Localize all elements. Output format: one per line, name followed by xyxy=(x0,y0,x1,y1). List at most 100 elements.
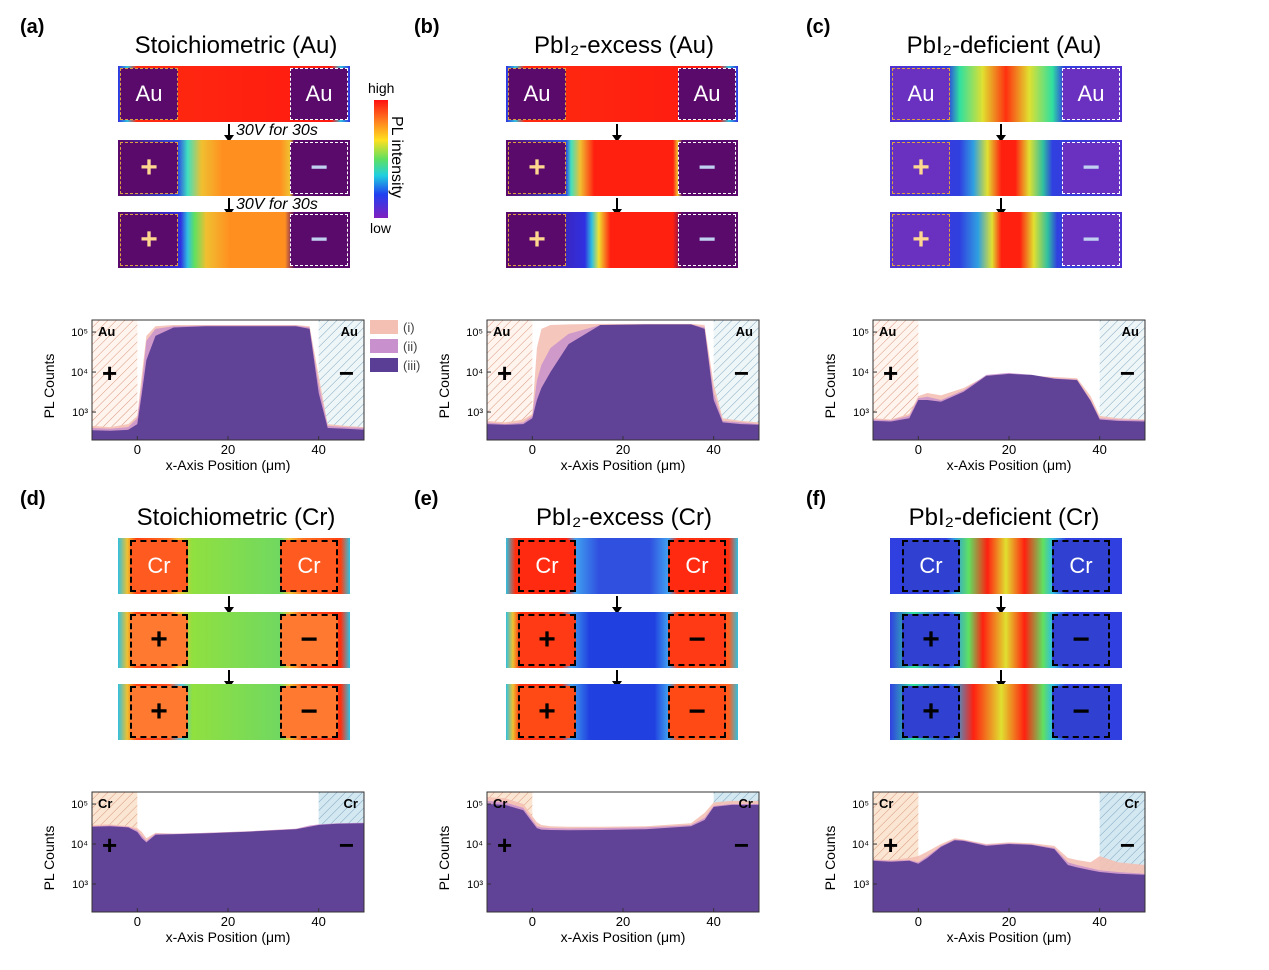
x-tick-label: 40 xyxy=(1092,442,1106,457)
y-tick-label: 10⁴ xyxy=(852,367,869,379)
electrode-label: Au xyxy=(693,81,721,106)
bias-arrow xyxy=(612,198,622,216)
electrode-label: Au xyxy=(305,81,333,106)
minus-sign: − xyxy=(688,623,706,656)
legend-label: (ii) xyxy=(403,339,418,354)
minus-sign: − xyxy=(339,830,354,860)
y-tick-label: 10⁴ xyxy=(71,839,88,851)
bias-arrow xyxy=(996,670,1006,688)
plus-sign: + xyxy=(538,695,556,728)
electrode-label: Au xyxy=(1077,81,1105,106)
pl-profile-chart: 10³ 10⁴ 10⁵ 0 20 40 x-Axis Position (μm) PL Cou… xyxy=(823,791,1146,945)
y-tick-label: 10³ xyxy=(72,879,88,891)
electrode-left: + xyxy=(892,214,950,266)
panel-label: (a) xyxy=(20,16,45,38)
x-tick-label: 20 xyxy=(1002,914,1016,929)
bias-arrow xyxy=(224,198,234,216)
pl-map-strip: + − xyxy=(118,684,350,740)
series-iii-area xyxy=(92,823,364,912)
pl-profile-chart: 10³ 10⁴ 10⁵ 0 20 40 x-Axis Position (μm) PL Cou… xyxy=(42,791,365,945)
x-axis-label: x-Axis Position (μm) xyxy=(166,457,291,473)
y-axis-label: PL Counts xyxy=(437,354,452,419)
electrode-right: − xyxy=(1062,214,1120,266)
colorbar xyxy=(374,100,388,218)
electrode-label: Au xyxy=(135,81,163,106)
bias-arrow xyxy=(224,596,234,614)
pl-profile-chart: 10³ 10⁴ 10⁵ 0 20 40 x-Axis Position (μm) PL Cou… xyxy=(437,319,760,473)
plus-sign: + xyxy=(922,623,940,656)
pl-profile-chart: 10³ 10⁴ 10⁵ 0 20 40 x-Axis Position (μm) PL Cou… xyxy=(42,319,365,473)
x-tick-label: 0 xyxy=(134,442,141,457)
electrode-right: Cr xyxy=(1052,540,1110,592)
y-tick-label: 10⁴ xyxy=(466,839,483,851)
minus-sign: − xyxy=(734,830,749,860)
series-iii-area xyxy=(487,324,759,440)
x-tick-label: 0 xyxy=(915,914,922,929)
minus-sign: − xyxy=(1120,830,1135,860)
x-tick-label: 0 xyxy=(529,914,536,929)
y-tick-label: 10⁴ xyxy=(71,367,88,379)
y-axis-label: PL Counts xyxy=(823,354,838,419)
electrode-label-right: Cr xyxy=(739,796,753,811)
electrode-left: + xyxy=(892,142,950,194)
plus-sign: + xyxy=(150,623,168,656)
y-tick-label: 10⁵ xyxy=(466,327,483,339)
pl-map-strip: + − xyxy=(506,684,738,740)
electrode-label: Cr xyxy=(1069,553,1093,578)
panel-label: (e) xyxy=(414,488,439,510)
electrode-left: + xyxy=(508,142,566,194)
electrode-right: − xyxy=(1062,142,1120,194)
minus-sign: − xyxy=(1120,358,1135,388)
minus-sign: − xyxy=(300,623,318,656)
pl-map-strip: + − xyxy=(890,212,1122,268)
y-tick-label: 10⁵ xyxy=(71,799,88,811)
electrode-left: + xyxy=(130,614,188,666)
minus-sign: − xyxy=(698,223,716,256)
electrode-left: Cr xyxy=(130,540,188,592)
electrode-label-left: Cr xyxy=(98,796,112,811)
y-axis-label: PL Counts xyxy=(42,826,57,891)
y-axis-label: PL Counts xyxy=(42,354,57,419)
plus-sign: + xyxy=(528,223,546,256)
pl-map-strip: Cr Cr xyxy=(506,538,738,594)
minus-sign: − xyxy=(1072,623,1090,656)
panel-label: (b) xyxy=(414,16,440,38)
plus-sign: + xyxy=(912,151,930,184)
electrode-right: Au xyxy=(290,68,348,120)
electrode-label-right: Cr xyxy=(1125,796,1139,811)
panel-label: (c) xyxy=(806,16,831,38)
y-axis-label: PL Counts xyxy=(437,826,452,891)
series-iii-area xyxy=(873,373,1145,440)
minus-sign: − xyxy=(310,151,328,184)
legend-swatch xyxy=(370,320,398,334)
legend-label: (iii) xyxy=(403,358,421,373)
pl-map-strip: + − xyxy=(118,612,350,668)
electrode-right: Cr xyxy=(668,540,726,592)
x-tick-label: 20 xyxy=(221,442,235,457)
y-tick-label: 10⁴ xyxy=(466,367,483,379)
electrode-left: + xyxy=(902,614,960,666)
pl-profile-chart: 10³ 10⁴ 10⁵ 0 20 40 x-Axis Position (μm) PL Cou… xyxy=(437,791,760,945)
minus-sign: − xyxy=(339,358,354,388)
x-axis-label: x-Axis Position (μm) xyxy=(561,457,686,473)
minus-sign: − xyxy=(734,358,749,388)
minus-sign: − xyxy=(1072,695,1090,728)
plus-sign: + xyxy=(497,358,512,388)
x-tick-label: 20 xyxy=(616,914,630,929)
electrode-label-left: Au xyxy=(493,324,510,339)
y-tick-label: 10³ xyxy=(72,407,88,419)
plus-sign: + xyxy=(102,358,117,388)
x-tick-label: 0 xyxy=(915,442,922,457)
electrode-label-left: Cr xyxy=(879,796,893,811)
y-tick-label: 10³ xyxy=(467,407,483,419)
electrode-label: Cr xyxy=(685,553,709,578)
x-axis-label: x-Axis Position (μm) xyxy=(561,929,686,945)
electrode-left: + xyxy=(508,214,566,266)
plus-sign: + xyxy=(150,695,168,728)
electrode-label: Cr xyxy=(147,553,171,578)
series-iii-area xyxy=(873,840,1145,912)
x-tick-label: 20 xyxy=(1002,442,1016,457)
electrode-right: Au xyxy=(1062,68,1120,120)
bias-arrow xyxy=(996,596,1006,614)
bias-arrow xyxy=(996,124,1006,142)
